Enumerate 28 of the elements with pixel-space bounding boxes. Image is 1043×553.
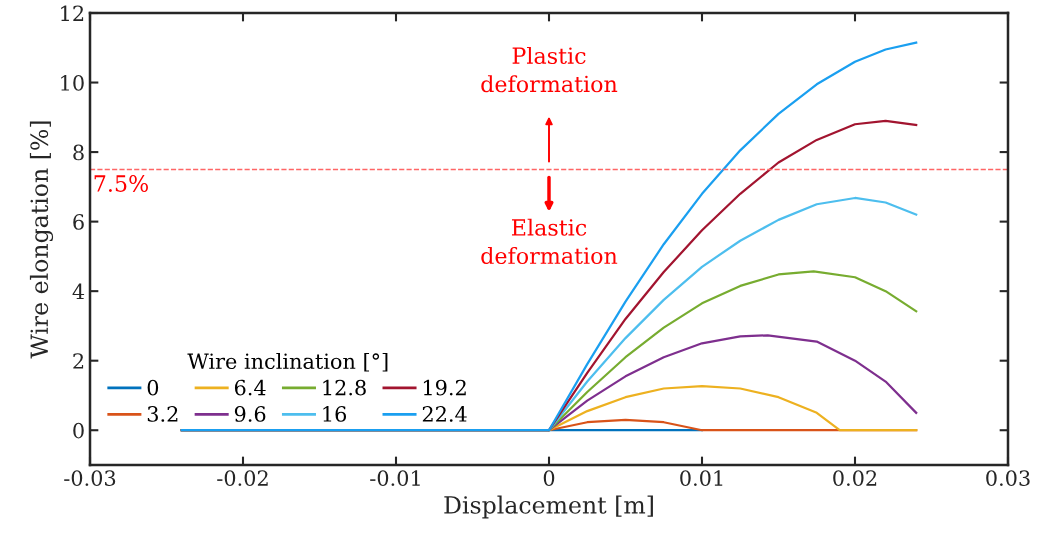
y-tick-label: 4 [72,283,85,300]
legend-label: 0 [147,379,159,396]
legend-label: 16 [323,406,347,422]
legend-label: 3.2 [147,406,178,422]
y-tick-label: 10 [61,74,84,91]
y-tick-label: 2 [73,353,84,369]
annotation: Elastic deformation [481,218,618,265]
legend-label: 12.8 [323,379,366,396]
x-tick-label: -0.01 [370,470,420,486]
y-tick-label: 0 [73,422,84,439]
legend-label: 22.4 [422,406,467,422]
x-tick-label: 0.02 [833,470,877,486]
x-axis-title: Displacement [m] [444,495,653,519]
ref-line-label: 7.5% [94,175,148,192]
x-tick-label: 0.01 [680,470,723,486]
annotation: Plastic deformation [481,46,618,93]
y-tick-label: 8 [73,144,84,161]
x-tick-label: 0 [543,470,555,486]
x-tick-label: 0.03 [986,470,1030,486]
y-tick-label: 12 [61,5,84,21]
legend-title: Wire inclination [°] [187,352,388,372]
y-tick-label: 6 [73,214,84,230]
legend-label: 9.6 [234,406,266,422]
x-tick-label: -0.03 [64,470,116,486]
y-axis-title: Wire elongation [%] [29,121,54,359]
x-tick-label: -0.02 [217,470,268,486]
legend-label: 6.4 [234,379,266,396]
legend-label: 19.2 [423,379,466,396]
